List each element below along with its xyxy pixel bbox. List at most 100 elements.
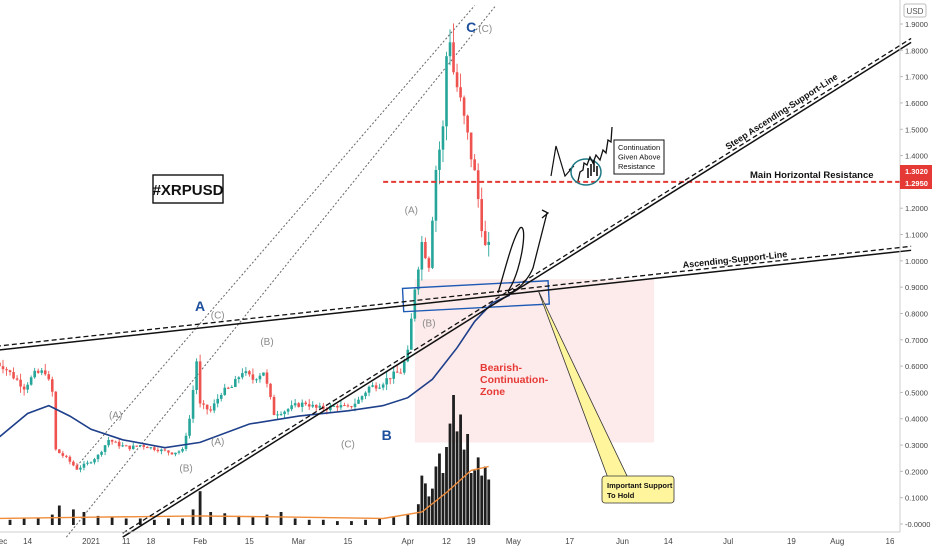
candle-body xyxy=(406,349,410,362)
volume-bar xyxy=(181,518,184,525)
candle-body xyxy=(29,377,33,385)
candle-body xyxy=(378,387,381,389)
volume-bar xyxy=(392,517,396,525)
wave-label-c: C xyxy=(466,19,476,35)
candle-body xyxy=(230,386,234,388)
volume-bar xyxy=(466,434,470,525)
candle-body xyxy=(269,383,272,397)
volume-bar xyxy=(124,518,128,525)
candle-body xyxy=(212,403,216,411)
candle-body xyxy=(476,170,480,200)
title-box: #XRPUSD xyxy=(152,174,224,204)
x-tick-label: 19 xyxy=(787,537,796,546)
candle-body xyxy=(332,405,336,407)
candle-body xyxy=(163,449,167,451)
candle-body xyxy=(110,439,114,442)
volume-bar xyxy=(452,395,455,525)
candle-body xyxy=(202,403,205,405)
volume-bar xyxy=(480,475,484,525)
candle-body xyxy=(255,379,258,381)
volume-bar xyxy=(265,514,269,525)
price-tag xyxy=(900,177,932,189)
candle-body xyxy=(153,447,156,450)
candle-body xyxy=(195,361,198,390)
candle-body xyxy=(142,445,146,447)
candle-body xyxy=(117,441,121,447)
volume-bar xyxy=(22,518,26,525)
ascending-support-line-dashed xyxy=(0,245,912,347)
candle-body xyxy=(156,449,160,452)
candle-body xyxy=(103,445,107,452)
x-tick-label: 12 xyxy=(442,537,451,546)
steep-ascending-support-line-dashed xyxy=(122,37,912,534)
candle-body xyxy=(75,465,79,470)
volume-bar xyxy=(307,519,311,525)
candle-body xyxy=(131,445,135,450)
volume-bar xyxy=(36,518,40,525)
candle-body xyxy=(452,42,455,73)
time-axis[interactable]: ec 14 2021 11 18 Feb 15 Mar 15 Apr 12 19 May 17 Jun 14 J… xyxy=(0,531,900,546)
candle-body xyxy=(128,445,132,450)
price-axis[interactable]: USD 1.9000 1.8000 1.7000 1.6000 1.5000 1.4000… xyxy=(899,0,932,532)
volume-bar xyxy=(434,466,438,525)
candle-body xyxy=(304,402,308,405)
candle-body xyxy=(72,461,75,466)
candle-body xyxy=(68,456,72,462)
x-tick-label: 15 xyxy=(245,537,254,546)
volume-bar xyxy=(420,475,424,525)
x-tick-label: 14 xyxy=(23,537,32,546)
volume-bar xyxy=(427,496,431,525)
candle-body xyxy=(258,375,262,380)
candle-body xyxy=(36,370,40,373)
volume-bar xyxy=(57,505,61,525)
candle-body xyxy=(431,220,434,268)
volume-bar xyxy=(438,453,441,525)
candle-body xyxy=(395,371,399,373)
volume-bar xyxy=(279,512,283,525)
candle-body xyxy=(174,452,177,455)
wave-label-b: B xyxy=(382,427,392,443)
volume-bar xyxy=(237,515,241,525)
volume-bar xyxy=(198,491,202,525)
candle-body xyxy=(107,439,110,446)
candle-body xyxy=(417,269,420,290)
candle-body xyxy=(374,385,378,389)
candle-body xyxy=(307,404,311,407)
y-tick-label: 0.8000 xyxy=(905,309,928,318)
candle-body xyxy=(311,404,315,407)
x-tick-label: Jun xyxy=(616,537,629,546)
x-tick-label: Jul xyxy=(723,537,733,546)
volume-bar xyxy=(110,517,114,525)
candle-body xyxy=(480,199,483,232)
volume-bar xyxy=(50,514,54,525)
candle-body xyxy=(392,371,396,379)
volume-bar xyxy=(223,513,227,525)
candle-body xyxy=(448,42,452,57)
volume-bar xyxy=(441,473,445,525)
x-tick-label: Aug xyxy=(830,537,844,546)
candle-body xyxy=(244,371,248,374)
volume-bar xyxy=(167,518,170,525)
y-tick-label: 1.0000 xyxy=(905,257,928,266)
candle-body xyxy=(434,169,438,221)
wave-sublabel: (B) xyxy=(179,463,192,474)
y-tick-label: 0.6000 xyxy=(905,362,928,371)
candle-body xyxy=(424,242,427,259)
candle-body xyxy=(286,409,290,412)
candle-body xyxy=(216,398,220,404)
candle-body xyxy=(114,441,117,443)
volume-bar xyxy=(483,466,487,525)
wave-sublabel: (B) xyxy=(260,337,273,348)
x-tick-label: Apr xyxy=(402,537,415,546)
candle-body xyxy=(12,372,15,379)
y-tick-label: 0.5000 xyxy=(905,388,928,397)
candle-body xyxy=(124,445,128,447)
x-tick-label: Mar xyxy=(292,537,306,546)
candle-body xyxy=(209,409,212,411)
price-tag-label: 1.3020 xyxy=(905,167,928,176)
candle-body xyxy=(318,405,322,408)
candle-body xyxy=(483,231,487,245)
candle-body xyxy=(357,399,360,404)
